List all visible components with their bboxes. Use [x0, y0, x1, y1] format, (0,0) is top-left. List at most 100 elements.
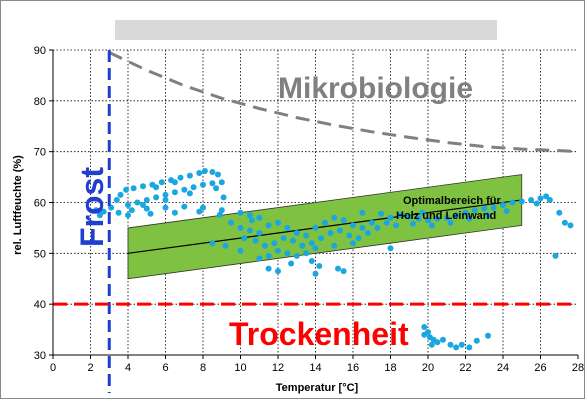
data-point-28: [200, 181, 206, 188]
data-point-127: [378, 210, 385, 217]
data-point-10: [158, 179, 165, 186]
data-point-75: [308, 240, 315, 247]
x-tick-label-6: 6: [162, 362, 168, 374]
data-point-0: [93, 207, 100, 214]
data-point-138: [387, 245, 394, 252]
data-point-4: [113, 197, 120, 203]
data-point-15: [201, 168, 208, 174]
data-point-79: [346, 232, 353, 239]
x-tick-label-14: 14: [309, 362, 321, 374]
data-point-2: [100, 208, 107, 215]
data-point-65: [350, 222, 356, 229]
x-tick-label-10: 10: [234, 362, 246, 374]
y-axis-title: rel. Luftfeuchte (%): [12, 155, 24, 255]
data-point-35: [220, 194, 227, 201]
data-point-84: [275, 247, 281, 254]
data-point-48: [171, 209, 178, 216]
y-tick-label-50: 50: [34, 248, 46, 260]
data-point-36: [115, 209, 122, 216]
data-point-8: [140, 183, 146, 190]
y-tick-label-60: 60: [34, 198, 46, 210]
data-point-117: [546, 197, 553, 203]
data-point-136: [567, 222, 574, 229]
data-point-145: [447, 341, 454, 348]
data-point-93: [288, 260, 295, 267]
data-point-62: [321, 219, 328, 226]
data-point-23: [153, 194, 160, 201]
data-point-6: [123, 186, 130, 193]
data-point-144: [440, 336, 446, 343]
data-point-71: [271, 240, 278, 247]
data-point-148: [466, 344, 473, 351]
microbiology-label: Mikrobiologie: [278, 72, 473, 105]
data-point-67: [368, 219, 375, 226]
data-point-68: [241, 235, 248, 242]
data-point-90: [331, 242, 338, 249]
frost-label: Frost: [74, 167, 110, 247]
x-tick-label-16: 16: [347, 362, 359, 374]
data-point-30: [218, 179, 225, 186]
y-tick-label-70: 70: [34, 147, 46, 159]
data-point-31: [140, 202, 146, 208]
title-placeholder-bar: [115, 20, 497, 40]
data-point-132: [265, 265, 272, 272]
data-point-29: [209, 180, 216, 187]
data-point-64: [340, 217, 347, 224]
data-point-45: [256, 214, 263, 221]
optimal-center-line: [127, 199, 522, 254]
data-point-38: [143, 205, 150, 212]
optimal-label-line2: Holz und Leinwand: [396, 210, 496, 222]
data-point-151: [428, 341, 435, 348]
data-point-123: [466, 215, 473, 222]
data-point-78: [336, 227, 343, 234]
data-point-139: [421, 324, 428, 330]
data-point-101: [406, 213, 413, 220]
data-point-107: [462, 209, 469, 216]
data-point-125: [503, 208, 510, 215]
data-point-80: [355, 235, 362, 242]
data-point-17: [215, 171, 221, 178]
data-point-128: [359, 209, 366, 216]
data-point-53: [237, 224, 244, 231]
data-point-7: [130, 185, 137, 192]
data-point-59: [293, 230, 300, 236]
data-point-54: [246, 227, 253, 234]
data-point-133: [275, 268, 281, 275]
x-tick-label-2: 2: [87, 362, 93, 374]
data-point-134: [556, 209, 563, 216]
data-point-74: [299, 242, 306, 249]
data-point-21: [134, 199, 141, 206]
data-point-111: [500, 202, 506, 208]
data-point-95: [256, 255, 263, 262]
data-point-24: [162, 191, 169, 198]
data-point-47: [147, 210, 154, 217]
data-point-25: [171, 189, 178, 196]
data-point-73: [290, 237, 296, 244]
data-point-91: [350, 240, 356, 247]
data-point-104: [434, 215, 441, 222]
data-point-34: [213, 185, 220, 192]
data-point-5: [117, 191, 124, 198]
data-point-82: [374, 224, 381, 231]
data-point-116: [543, 193, 550, 200]
optimal-label-line1: Optimalbereich für: [403, 195, 502, 207]
data-point-113: [518, 198, 525, 205]
data-point-12: [177, 174, 184, 181]
data-point-110: [490, 204, 497, 211]
data-point-22: [143, 197, 150, 203]
data-point-115: [537, 195, 544, 202]
x-tick-label-12: 12: [272, 362, 284, 374]
data-point-88: [312, 245, 319, 252]
data-point-58: [284, 224, 291, 231]
microbiology-curve: [108, 51, 579, 154]
data-point-121: [428, 222, 435, 229]
data-point-49: [196, 208, 203, 215]
data-point-92: [308, 258, 315, 264]
y-tick-label-90: 90: [34, 45, 46, 57]
y-tick-label-30: 30: [34, 350, 46, 362]
data-point-76: [318, 235, 325, 242]
x-tick-label-0: 0: [50, 362, 56, 374]
data-point-19: [153, 184, 160, 191]
